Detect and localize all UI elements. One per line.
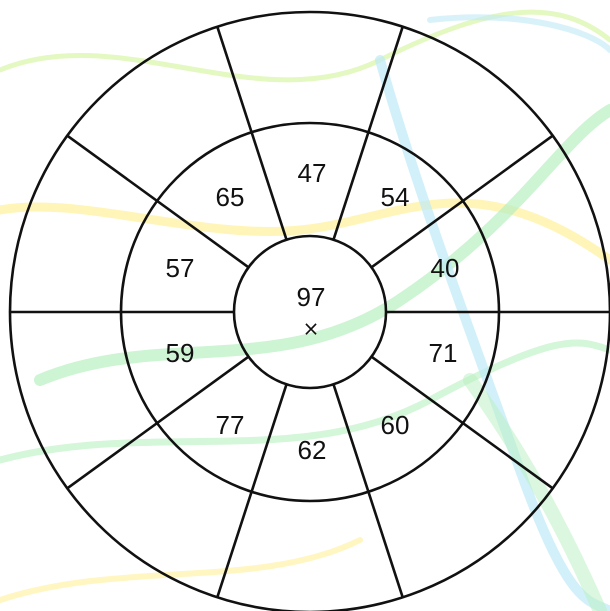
background-wave: [463, 373, 607, 611]
sector-value-upper-right: 54: [381, 182, 410, 212]
sector-value-upper: 47: [298, 158, 327, 188]
center-ring: [232, 234, 388, 390]
background-wave: [0, 537, 363, 603]
center-value: 97: [297, 282, 326, 312]
sector-divider: [332, 26, 404, 241]
background-wave: [427, 14, 610, 53]
sector-divider: [66, 355, 250, 490]
sector-dividers: [10, 26, 610, 598]
sector-value-right-upper: 40: [431, 253, 460, 283]
sector-value-left-upper: 57: [166, 253, 195, 283]
sector-value-upper-left: 65: [216, 182, 245, 212]
sector-divider: [370, 134, 554, 269]
sector-value-lower: 62: [298, 435, 327, 465]
sector-value-lower-left: 77: [216, 410, 245, 440]
fixation-cross-icon: ×: [303, 317, 320, 341]
sector-value-right-lower: 71: [429, 338, 458, 368]
sector-divider: [66, 134, 250, 269]
sector-divider: [370, 355, 554, 490]
inner-ring-values: 47 54 40 71 60 62 77 59 57 65: [166, 158, 460, 465]
background-wave: [34, 104, 610, 386]
background-waves: [0, 9, 610, 611]
sector-divider: [332, 383, 404, 598]
sector-divider: [216, 383, 288, 598]
sector-value-lower-right: 60: [381, 410, 410, 440]
background-wave: [0, 198, 610, 265]
sector-value-left-lower: 59: [166, 338, 195, 368]
sector-divider: [216, 26, 288, 241]
background-wave: [0, 339, 610, 464]
background-wave: [0, 9, 610, 83]
